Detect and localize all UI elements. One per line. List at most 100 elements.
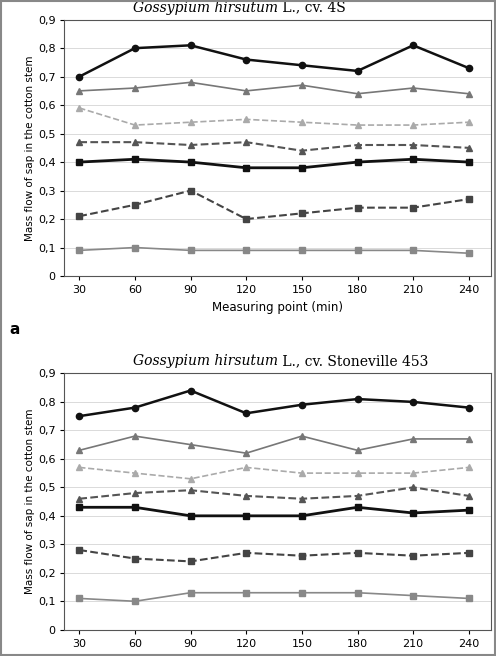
Vn	[299, 147, 305, 155]
Control	[466, 64, 472, 72]
Vd+4dVn	[410, 552, 416, 560]
Vn	[243, 138, 249, 146]
Vn	[410, 141, 416, 149]
Y-axis label: Mass flow of sap in the cotton stem: Mass flow of sap in the cotton stem	[25, 409, 35, 594]
Vd	[410, 592, 416, 600]
Vn+Vd	[410, 435, 416, 443]
Vn+4dVd	[243, 464, 249, 472]
Line: Vd+4dVn: Vd+4dVn	[76, 547, 472, 565]
Vn+Vd	[187, 441, 193, 449]
Vn+4dVd	[299, 118, 305, 126]
Line: Vd+Vn: Vd+Vn	[76, 504, 472, 519]
Vn	[76, 138, 82, 146]
Line: Vd+4dVn: Vd+4dVn	[76, 188, 472, 222]
Line: Vn: Vn	[76, 139, 472, 154]
Vd+4dVn	[76, 213, 82, 220]
Text: a: a	[9, 322, 19, 337]
Control	[187, 386, 193, 394]
Vn+Vd	[243, 449, 249, 457]
Vn+4dVd	[299, 469, 305, 477]
Vn+Vd	[299, 432, 305, 440]
Vd+Vn	[299, 164, 305, 172]
Y-axis label: Mass flow of sap in the cotton stem: Mass flow of sap in the cotton stem	[25, 55, 35, 241]
Vd	[243, 589, 249, 597]
Vn+4dVd	[355, 469, 361, 477]
Vn	[187, 486, 193, 494]
Vn+Vd	[187, 79, 193, 87]
Vn	[187, 141, 193, 149]
Vn	[132, 489, 138, 497]
Vd	[355, 589, 361, 597]
Line: Vn+Vd: Vn+Vd	[76, 79, 472, 97]
Vd+Vn	[243, 164, 249, 172]
Vn+4dVd	[132, 121, 138, 129]
Vn+4dVd	[132, 469, 138, 477]
Vd+Vn	[410, 155, 416, 163]
Line: Vd+Vn: Vd+Vn	[76, 156, 472, 171]
Vd+Vn	[466, 158, 472, 166]
Vd+Vn	[299, 512, 305, 520]
Vd+Vn	[132, 155, 138, 163]
Control	[355, 67, 361, 75]
Vn	[355, 492, 361, 500]
Control	[187, 41, 193, 49]
Vd+4dVn	[355, 204, 361, 212]
Vn	[466, 144, 472, 152]
Vn+4dVd	[466, 118, 472, 126]
Control	[410, 398, 416, 406]
Vd	[410, 247, 416, 255]
Control	[299, 61, 305, 69]
Line: Vd: Vd	[76, 590, 472, 604]
Control	[410, 41, 416, 49]
Vd+4dVn	[243, 215, 249, 223]
Line: Control: Control	[76, 42, 472, 80]
Line: Vn+4dVd: Vn+4dVd	[76, 464, 472, 482]
Vd	[466, 594, 472, 602]
Vd+4dVn	[466, 549, 472, 557]
Vd+4dVn	[299, 209, 305, 217]
Control	[132, 403, 138, 411]
Vd+Vn	[76, 158, 82, 166]
Vn	[299, 495, 305, 502]
X-axis label: Measuring point (min): Measuring point (min)	[212, 300, 343, 314]
Vn+Vd	[355, 446, 361, 454]
Vd+Vn	[76, 503, 82, 511]
Vd+Vn	[187, 512, 193, 520]
Line: Vn+4dVd: Vn+4dVd	[76, 105, 472, 128]
Control	[299, 401, 305, 409]
Vd+Vn	[355, 503, 361, 511]
Vn	[355, 141, 361, 149]
Line: Vd: Vd	[76, 245, 472, 256]
Line: Vn: Vn	[76, 484, 472, 502]
Control	[466, 403, 472, 411]
Vd+Vn	[410, 509, 416, 517]
Vd+4dVn	[299, 552, 305, 560]
Vd	[132, 243, 138, 251]
Vn+4dVd	[410, 121, 416, 129]
Control	[132, 44, 138, 52]
X-axis label: Measuring point (min): Measuring point (min)	[212, 654, 343, 656]
Vn+Vd	[76, 87, 82, 95]
Vd	[76, 594, 82, 602]
Vd	[466, 249, 472, 257]
Text: L., cv. Stoneville 453: L., cv. Stoneville 453	[278, 354, 428, 368]
Vd	[187, 589, 193, 597]
Vd	[299, 589, 305, 597]
Vn+Vd	[410, 84, 416, 92]
Vd+4dVn	[187, 187, 193, 195]
Vn+Vd	[466, 435, 472, 443]
Vn+Vd	[243, 87, 249, 95]
Vd+Vn	[187, 158, 193, 166]
Vn+Vd	[132, 84, 138, 92]
Vn+4dVd	[466, 464, 472, 472]
Vd+4dVn	[355, 549, 361, 557]
Vn	[76, 495, 82, 502]
Vd+4dVn	[243, 549, 249, 557]
Vn	[243, 492, 249, 500]
Vn	[410, 483, 416, 491]
Vd+4dVn	[132, 201, 138, 209]
Vd+4dVn	[76, 546, 82, 554]
Vd+4dVn	[132, 554, 138, 562]
Control	[243, 56, 249, 64]
Vd+4dVn	[466, 195, 472, 203]
